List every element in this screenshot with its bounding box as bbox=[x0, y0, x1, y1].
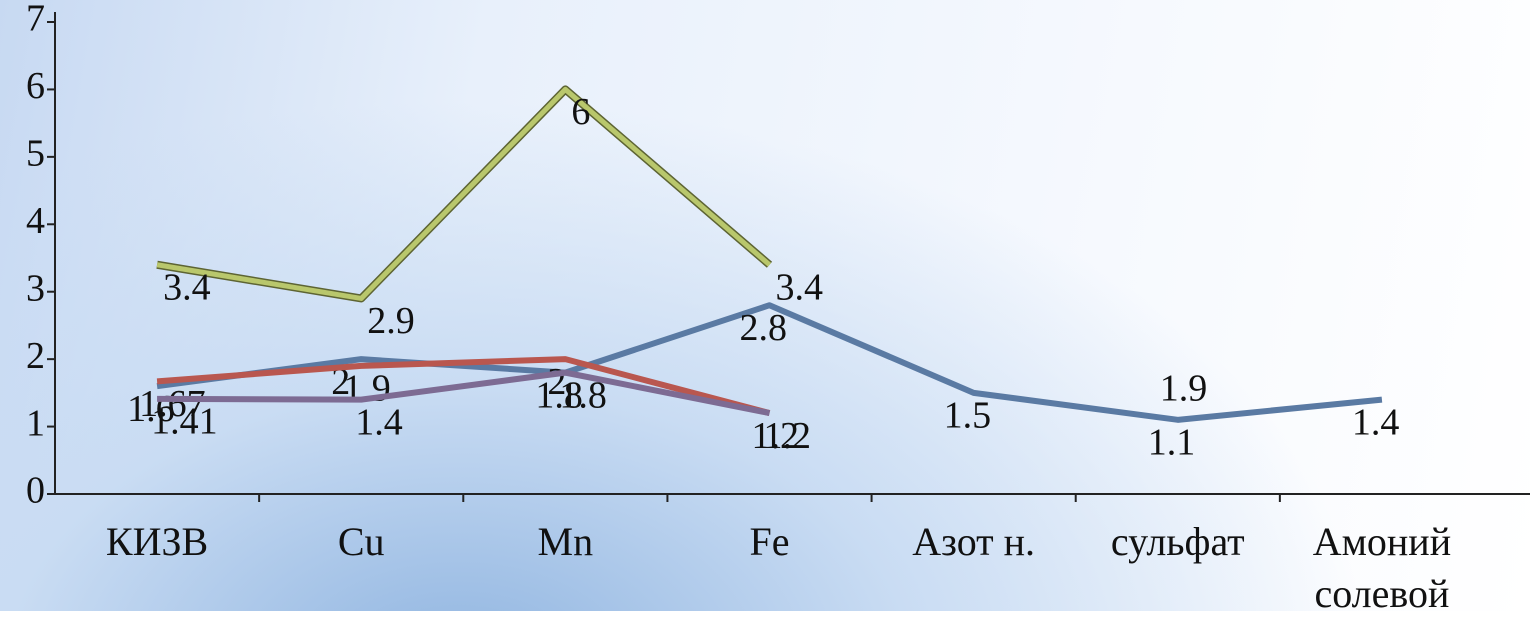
data-label: 3.4 bbox=[776, 266, 824, 308]
data-label: 1.2 bbox=[764, 415, 812, 457]
y-tick-label: 3 bbox=[26, 267, 45, 309]
x-tick-label: Mn bbox=[537, 519, 594, 564]
y-tick-label: 2 bbox=[26, 335, 45, 377]
x-tick-label: Cu bbox=[337, 519, 385, 564]
data-label: 3.4 bbox=[163, 266, 211, 308]
y-tick-label: 6 bbox=[26, 65, 45, 107]
data-label: 2 bbox=[331, 361, 350, 403]
x-tick-label: КИЗВ bbox=[105, 519, 209, 564]
data-label: 2.9 bbox=[367, 300, 415, 342]
x-tick-label: Fe bbox=[749, 519, 790, 564]
data-label: 1.5 bbox=[944, 395, 992, 437]
y-tick-label: 1 bbox=[26, 402, 45, 444]
y-tick-label: 7 bbox=[26, 0, 45, 40]
data-label: 1.9 bbox=[1160, 368, 1208, 410]
data-label: 1.6 bbox=[127, 388, 175, 430]
y-tick-label: 4 bbox=[26, 200, 45, 242]
y-tick-label: 0 bbox=[26, 470, 45, 512]
data-label: 1.4 bbox=[1352, 401, 1400, 443]
data-label: 1.8 bbox=[559, 374, 607, 416]
y-tick-label: 5 bbox=[26, 133, 45, 175]
data-label: 6 bbox=[571, 91, 590, 133]
data-label: 1.67 bbox=[139, 383, 206, 425]
data-label: 1.41 bbox=[151, 401, 218, 443]
series-line bbox=[156, 302, 1383, 423]
series-line bbox=[157, 369, 771, 417]
data-label: 1.4 bbox=[355, 401, 403, 443]
data-label: 1.9 bbox=[343, 368, 391, 410]
series-line bbox=[156, 86, 772, 301]
data-label: 1.8 bbox=[535, 374, 583, 416]
series-line bbox=[156, 356, 771, 416]
data-label: 1.1 bbox=[1148, 422, 1196, 464]
x-tick-label: Амоний солевой bbox=[1312, 519, 1452, 616]
x-tick-label: сульфат bbox=[1110, 519, 1245, 564]
data-label: 1.2 bbox=[752, 415, 800, 457]
x-tick-label: Азот н. bbox=[912, 519, 1036, 564]
data-label: 2.8 bbox=[740, 307, 788, 349]
